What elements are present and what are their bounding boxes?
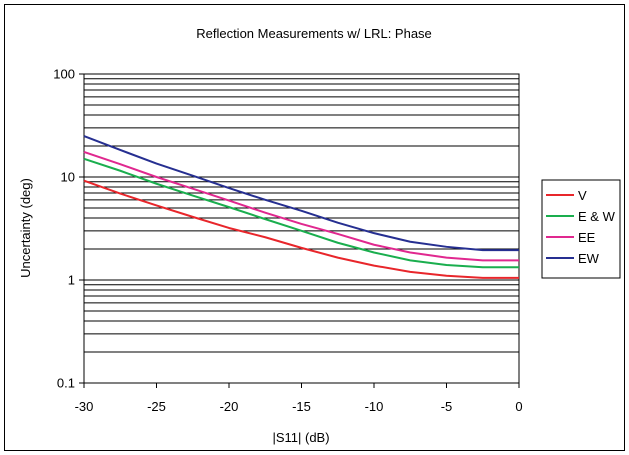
x-tick-label: -10 bbox=[365, 399, 384, 414]
x-axis-ticks: -30 -25 -20 -15 -10 -5 0 bbox=[75, 383, 523, 414]
series-line-v bbox=[83, 179, 519, 279]
legend-label-v: V bbox=[578, 188, 587, 203]
y-tick-label: 0.1 bbox=[57, 376, 75, 391]
y-axis-label: Uncertainty (deg) bbox=[18, 178, 33, 278]
series-line-e-w bbox=[83, 157, 519, 269]
legend: V E & W EE EW bbox=[541, 179, 621, 279]
y-tick-label: 1 bbox=[68, 273, 75, 288]
series-line-ew bbox=[83, 135, 519, 252]
legend-label-e-w: E & W bbox=[578, 209, 616, 224]
series-lines bbox=[83, 135, 519, 279]
x-tick-label: 0 bbox=[515, 399, 522, 414]
legend-label-ee: EE bbox=[578, 230, 596, 245]
y-tick-label: 10 bbox=[61, 170, 75, 185]
legend-box bbox=[541, 179, 621, 279]
plot-area bbox=[83, 73, 520, 384]
y-tick-label: 100 bbox=[53, 67, 75, 82]
legend-label-ew: EW bbox=[578, 251, 600, 266]
series-line-ee bbox=[83, 151, 519, 262]
x-tick-label: -30 bbox=[75, 399, 94, 414]
x-tick-label: -5 bbox=[441, 399, 453, 414]
x-axis-label: |S11| (dB) bbox=[272, 430, 329, 445]
chart-title: Reflection Measurements w/ LRL: Phase bbox=[196, 26, 432, 41]
legend-items: V E & W EE EW bbox=[546, 188, 616, 266]
gridlines bbox=[84, 78, 519, 353]
y-axis-ticks: 0.1 1 10 100 bbox=[53, 67, 84, 391]
x-tick-label: -25 bbox=[147, 399, 166, 414]
x-tick-label: -15 bbox=[292, 399, 311, 414]
x-tick-label: -20 bbox=[220, 399, 239, 414]
